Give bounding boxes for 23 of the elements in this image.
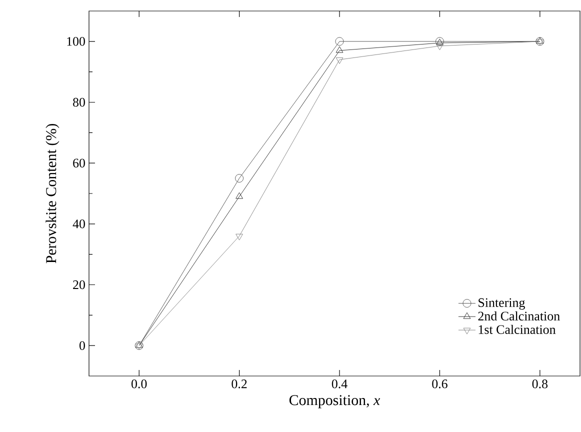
y-tick-label: 60 [73,158,85,168]
x-tick-label: 0.6 [432,380,448,388]
y-tick-label: 40 [72,220,85,228]
x-tick-label: 0.8 [532,380,548,388]
legend-label: 2nd Calcination [478,311,560,320]
y-tick-label: 100 [67,37,85,46]
y-tick-label: 80 [73,98,85,107]
y-tick-label: 20 [73,280,85,290]
point [336,57,344,64]
x-tick-label: 0.2 [232,380,247,388]
point [235,174,244,183]
y-tick-label: 0 [80,341,85,350]
x-axis-title: Composition, x [289,395,380,408]
legend-label: 1st Calcination [478,324,556,334]
legend-label: Sintering [478,298,525,310]
point [436,44,444,50]
point [336,46,344,53]
point [335,37,344,46]
x-tick-label: 0.0 [132,380,147,388]
point [236,234,244,240]
x-tick-label: 0.4 [332,380,348,388]
point [236,192,244,199]
y-axis-title: Perovskite Content (%) [46,124,60,264]
